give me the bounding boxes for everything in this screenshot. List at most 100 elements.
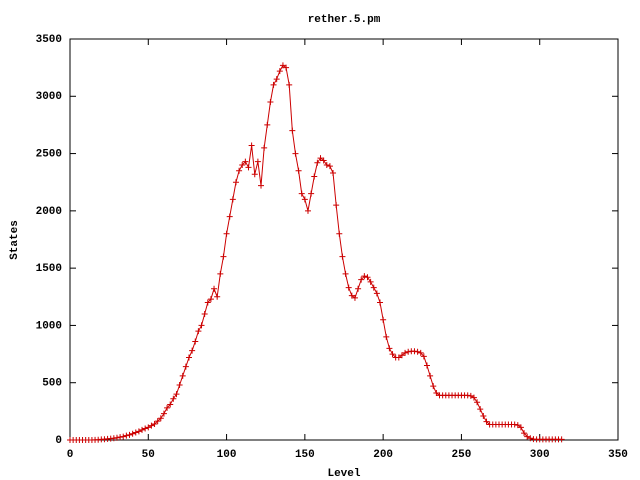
point-marker: [467, 392, 474, 399]
point-marker: [167, 401, 174, 408]
point-marker: [417, 349, 424, 356]
y-tick-label: 2000: [36, 206, 62, 218]
point-marker: [198, 322, 205, 329]
point-marker: [276, 68, 283, 75]
x-tick-label: 50: [142, 449, 155, 461]
point-marker: [160, 410, 167, 417]
point-marker: [364, 274, 371, 281]
x-axis-label: Level: [327, 468, 360, 480]
point-marker: [204, 299, 211, 306]
point-marker: [113, 434, 120, 441]
point-marker: [142, 425, 149, 432]
point-marker: [521, 430, 528, 437]
point-marker: [170, 395, 177, 402]
point-marker: [339, 253, 346, 260]
point-marker: [301, 196, 308, 203]
point-marker: [192, 338, 199, 345]
point-marker: [311, 173, 318, 180]
y-tick-label: 1500: [36, 263, 62, 275]
point-marker: [261, 144, 268, 151]
point-marker: [342, 270, 349, 277]
point-marker: [411, 348, 418, 355]
point-marker: [414, 348, 421, 355]
point-marker: [320, 157, 327, 164]
point-marker: [226, 213, 233, 220]
point-marker: [433, 390, 440, 397]
point-marker: [389, 351, 396, 358]
y-tick-label: 500: [42, 378, 62, 390]
y-axis-label: States: [9, 220, 21, 260]
chart-title: rether.5.pm: [308, 14, 381, 26]
point-marker: [361, 273, 368, 280]
point-marker: [336, 230, 343, 237]
x-tick-label: 100: [217, 449, 237, 461]
point-marker: [402, 349, 409, 356]
point-marker: [236, 167, 243, 174]
point-marker: [398, 352, 405, 359]
point-marker: [514, 422, 521, 429]
point-marker: [217, 270, 224, 277]
point-marker: [273, 76, 280, 83]
point-marker: [483, 418, 490, 425]
point-marker: [480, 412, 487, 419]
point-marker: [258, 182, 265, 189]
point-marker: [474, 399, 481, 406]
point-marker: [383, 333, 390, 340]
point-marker: [239, 162, 246, 169]
point-marker: [211, 285, 218, 292]
point-marker: [251, 171, 258, 178]
point-marker: [173, 391, 180, 398]
point-marker: [405, 348, 412, 355]
plot-frame: [69, 38, 619, 441]
point-marker: [148, 422, 155, 429]
point-marker: [367, 278, 374, 285]
point-marker: [248, 142, 255, 149]
point-marker: [470, 394, 477, 401]
y-tick-label: 0: [55, 435, 62, 447]
point-marker: [351, 294, 358, 301]
point-marker: [295, 167, 302, 174]
point-marker: [279, 62, 286, 69]
point-marker: [254, 158, 261, 165]
point-marker: [420, 353, 427, 360]
point-marker: [386, 345, 393, 352]
point-marker: [126, 431, 133, 438]
y-tick-label: 3000: [36, 91, 62, 103]
point-marker: [358, 276, 365, 283]
series-line: [70, 64, 562, 441]
point-marker: [264, 121, 271, 128]
point-marker: [139, 426, 146, 433]
point-marker: [348, 292, 355, 299]
point-marker: [195, 328, 202, 335]
point-marker: [179, 372, 186, 379]
point-marker: [232, 179, 239, 186]
point-marker: [333, 202, 340, 209]
point-marker: [182, 363, 189, 370]
point-marker: [207, 296, 214, 303]
point-marker: [223, 230, 230, 237]
point-marker: [157, 415, 164, 422]
point-marker: [430, 383, 437, 390]
point-marker: [176, 382, 183, 389]
x-tick-label: 250: [452, 449, 472, 461]
point-marker: [245, 164, 252, 171]
point-marker: [511, 421, 518, 428]
point-marker: [214, 293, 221, 300]
point-marker: [129, 430, 136, 437]
point-marker: [117, 434, 124, 441]
point-marker: [185, 354, 192, 361]
point-marker: [395, 354, 402, 361]
y-tick-label: 3500: [36, 34, 62, 46]
point-marker: [314, 159, 321, 166]
point-marker: [330, 170, 337, 177]
point-marker: [123, 432, 130, 439]
x-tick-label: 200: [373, 449, 393, 461]
point-marker: [289, 127, 296, 134]
point-marker: [201, 310, 208, 317]
point-marker: [229, 196, 236, 203]
point-marker: [477, 406, 484, 413]
point-marker: [323, 162, 330, 169]
point-marker: [380, 316, 387, 323]
point-marker: [135, 428, 142, 435]
